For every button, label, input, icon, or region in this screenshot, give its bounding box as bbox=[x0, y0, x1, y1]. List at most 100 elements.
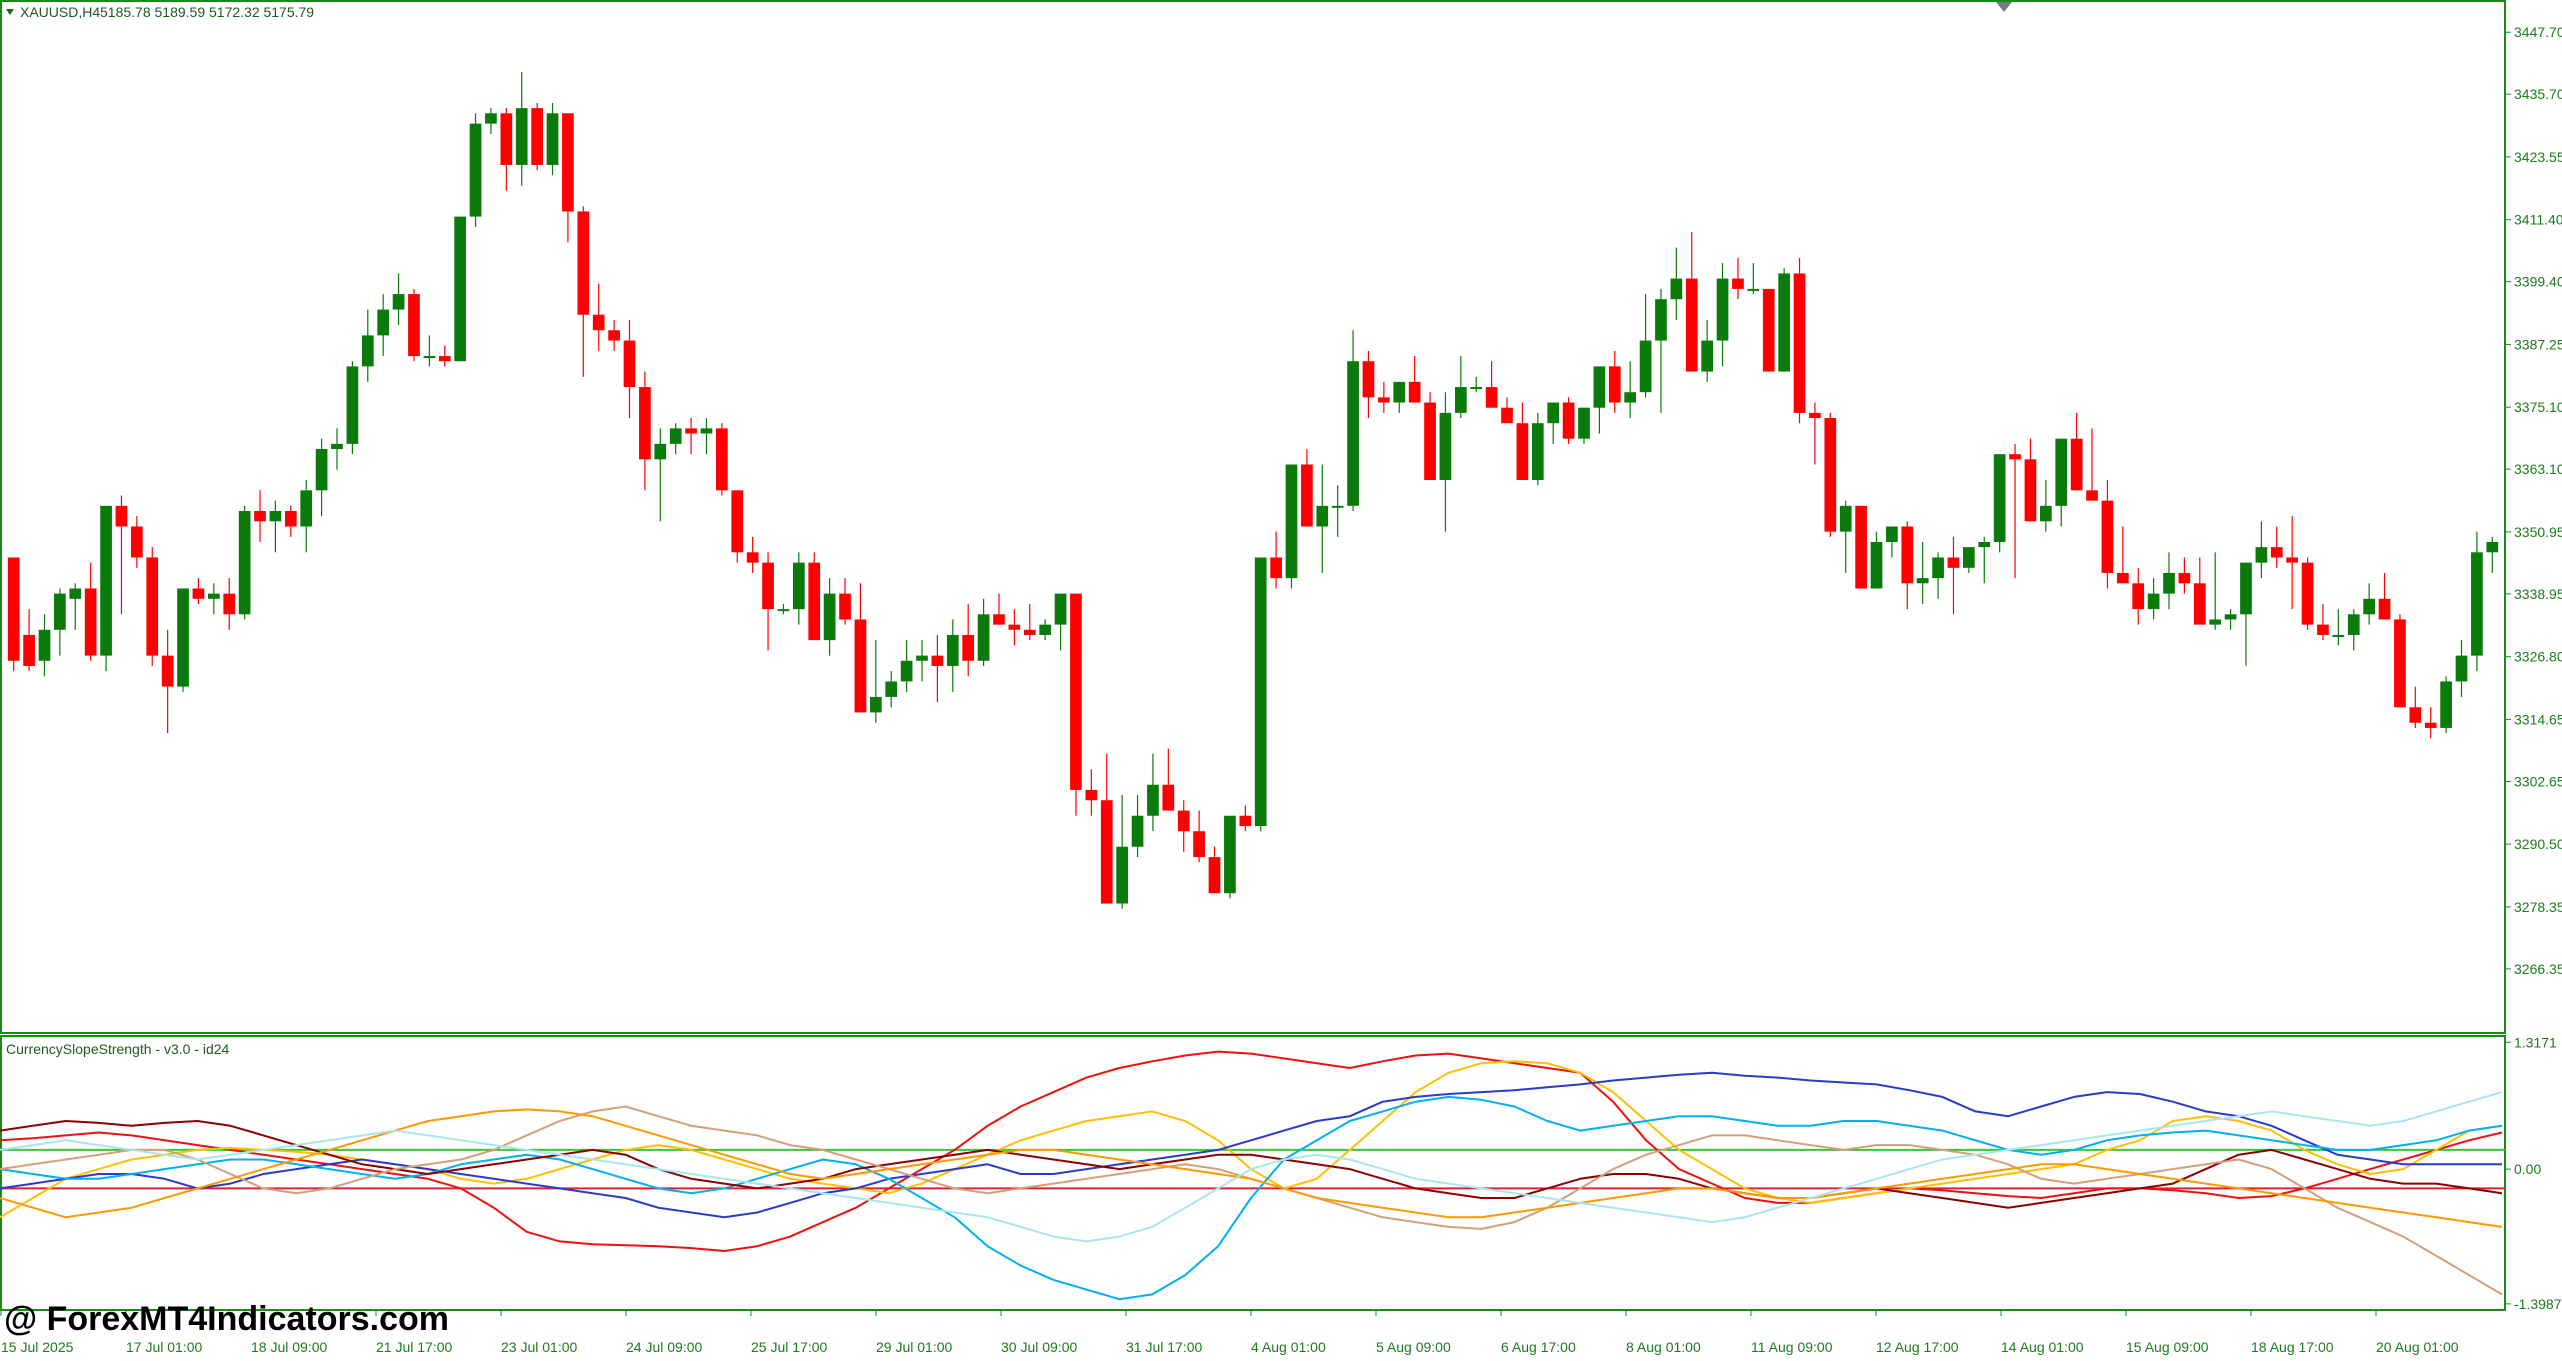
candle-body bbox=[7, 557, 20, 661]
candle bbox=[1809, 402, 1821, 465]
candle bbox=[1547, 402, 1560, 444]
candle-body bbox=[1531, 423, 1544, 481]
candle-body bbox=[177, 588, 189, 687]
candle bbox=[346, 361, 359, 455]
candle bbox=[361, 309, 374, 382]
time-tick-label: 5 Aug 09:00 bbox=[1376, 1339, 1451, 1355]
candle bbox=[1963, 547, 1975, 573]
candle-body bbox=[531, 108, 543, 165]
candle-body bbox=[2301, 562, 2314, 625]
candle-body bbox=[1824, 418, 1837, 532]
candle bbox=[854, 583, 867, 713]
candle bbox=[2086, 428, 2098, 501]
candle bbox=[1439, 392, 1452, 532]
candle bbox=[669, 423, 682, 455]
candle-body bbox=[1439, 412, 1452, 481]
candle bbox=[1824, 412, 1837, 537]
time-tick-label: 18 Aug 17:00 bbox=[2251, 1339, 2334, 1355]
candle bbox=[1254, 557, 1267, 832]
candle bbox=[885, 671, 898, 708]
candle-body bbox=[2317, 624, 2329, 635]
candle bbox=[438, 345, 451, 367]
candle-body bbox=[1285, 464, 1298, 579]
time-tick-label: 17 Jul 01:00 bbox=[126, 1339, 202, 1355]
candle bbox=[2301, 557, 2314, 630]
candle bbox=[161, 629, 174, 734]
candle-body bbox=[223, 593, 236, 615]
candle-body bbox=[869, 696, 882, 713]
candle bbox=[762, 552, 774, 651]
candle-body bbox=[1378, 397, 1390, 403]
candle-body bbox=[2270, 547, 2283, 558]
candle bbox=[1855, 505, 1867, 589]
candle-body bbox=[1624, 392, 1637, 403]
price-pane-frame bbox=[0, 0, 2506, 1034]
chevron-down-icon[interactable] bbox=[6, 9, 14, 15]
candle bbox=[731, 490, 744, 563]
candle bbox=[1301, 449, 1313, 527]
candle-body bbox=[1331, 505, 1344, 508]
candle-body bbox=[1809, 412, 1821, 419]
candle bbox=[2024, 438, 2037, 522]
candle bbox=[1593, 366, 1606, 434]
candle bbox=[1655, 288, 1667, 413]
time-tick-label: 11 Aug 09:00 bbox=[1751, 1339, 1833, 1355]
candle-body bbox=[2163, 572, 2175, 594]
candle-body bbox=[654, 443, 667, 460]
candle-body bbox=[685, 428, 697, 434]
candle bbox=[485, 108, 497, 134]
candle-body bbox=[1716, 278, 1729, 341]
candle-body bbox=[2332, 634, 2345, 637]
time-tick-label: 12 Aug 17:00 bbox=[1876, 1339, 1959, 1355]
candle-body bbox=[931, 655, 944, 666]
chart-shift-marker-icon[interactable] bbox=[1996, 2, 2012, 12]
candle bbox=[1732, 257, 1744, 300]
candle bbox=[2132, 567, 2145, 625]
candle-body bbox=[1039, 624, 1052, 635]
currency-strength-lines bbox=[0, 1050, 2503, 1301]
candle bbox=[1116, 795, 1128, 909]
candle-body bbox=[1270, 557, 1282, 579]
candle bbox=[146, 547, 159, 666]
candle-body bbox=[38, 629, 51, 661]
candle-body bbox=[746, 552, 759, 563]
candle bbox=[1501, 397, 1513, 424]
candle bbox=[1147, 753, 1159, 832]
candle-body bbox=[777, 609, 790, 612]
price-tick-label: 3435.70 bbox=[2514, 86, 2562, 102]
candle-body bbox=[1008, 624, 1021, 630]
candle-body bbox=[916, 655, 928, 661]
candle-body bbox=[1839, 505, 1852, 532]
candle-body bbox=[1485, 387, 1498, 408]
candle-body bbox=[1578, 407, 1590, 439]
candle-body bbox=[1608, 366, 1621, 403]
indicator-pane-frame bbox=[0, 1035, 2506, 1311]
candle bbox=[1100, 753, 1113, 904]
candle bbox=[916, 640, 928, 682]
candle bbox=[1916, 541, 1929, 604]
candle bbox=[531, 102, 543, 171]
candle bbox=[1023, 603, 1036, 641]
candle-body bbox=[361, 335, 374, 367]
time-tick-label: 4 Aug 01:00 bbox=[1251, 1339, 1326, 1355]
candle bbox=[1747, 263, 1760, 295]
candle-body bbox=[562, 113, 574, 212]
candle-body bbox=[1147, 784, 1159, 816]
price-tick-label: 3399.40 bbox=[2514, 274, 2562, 290]
indicator-tick-label: -1.3987 bbox=[2514, 1296, 2562, 1312]
price-axis: 3447.70 3435.70 3423.55 3411.40 3399.40 3387.… bbox=[2505, 24, 2562, 977]
candle-body bbox=[885, 681, 898, 697]
candle bbox=[546, 102, 559, 176]
candle-body bbox=[1162, 784, 1175, 811]
candle bbox=[2424, 707, 2437, 739]
candle-body bbox=[392, 294, 405, 310]
candle-body bbox=[254, 511, 266, 522]
candle-body bbox=[331, 443, 343, 450]
candle bbox=[623, 319, 636, 419]
candle-body bbox=[1454, 387, 1467, 413]
candle bbox=[54, 588, 66, 656]
candle-body bbox=[2209, 619, 2222, 625]
candle bbox=[900, 640, 913, 692]
candle-body bbox=[792, 562, 805, 610]
